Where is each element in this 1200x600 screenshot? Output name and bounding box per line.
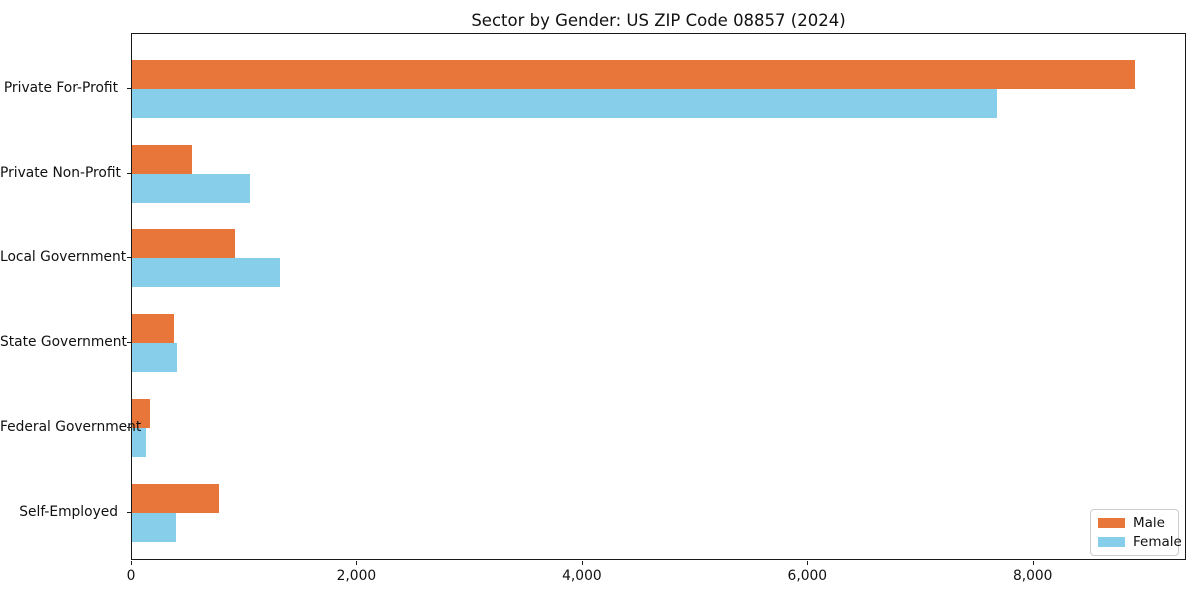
y-tick-label-private-for-profit: Private For-Profit xyxy=(3,80,118,96)
legend-label-female: Female xyxy=(1133,533,1182,550)
x-tick-mark xyxy=(131,561,132,565)
y-tick-mark xyxy=(127,426,131,428)
y-tick-label-self-employed: Self-Employed xyxy=(19,503,118,520)
bar-male-state-government xyxy=(132,314,175,344)
legend-entry-female: Female xyxy=(1098,534,1182,550)
bar-male-local-government xyxy=(132,229,235,259)
x-tick-mark xyxy=(807,561,809,565)
bar-female-private-non-profit xyxy=(132,173,251,203)
x-tick-label-4000: 4,000 xyxy=(562,568,602,584)
y-tick-label-local-government: Local Government xyxy=(0,249,127,266)
y-tick-label-federal-government: Federal Government xyxy=(0,418,142,435)
x-tick-mark xyxy=(356,561,358,565)
y-tick-mark xyxy=(127,342,131,344)
legend: Male Female xyxy=(1090,509,1182,556)
bar-female-local-government xyxy=(132,258,280,288)
y-tick-mark xyxy=(127,88,131,89)
bar-male-private-non-profit xyxy=(132,144,192,174)
x-tick-label-2000: 2,000 xyxy=(336,568,377,584)
x-tick-label-6000: 6,000 xyxy=(787,568,828,584)
plot-area xyxy=(131,33,1186,560)
bar-female-self-employed xyxy=(132,512,176,542)
chart-title: Sector by Gender: US ZIP Code 08857 (202… xyxy=(471,11,846,30)
bar-male-private-for-profit xyxy=(132,60,1136,89)
y-tick-mark xyxy=(127,511,131,513)
y-tick-mark xyxy=(127,172,131,174)
x-tick-label-0: 0 xyxy=(126,568,136,584)
y-tick-label-private-non-profit: Private Non-Profit xyxy=(0,164,121,181)
x-tick-mark xyxy=(1032,561,1034,565)
bar-female-private-for-profit xyxy=(132,89,997,118)
x-tick-label-8000: 8,000 xyxy=(1012,568,1053,584)
legend-entry-male: Male xyxy=(1098,514,1171,531)
bar-female-federal-government xyxy=(132,427,146,457)
legend-label-male: Male xyxy=(1133,514,1165,531)
y-tick-mark xyxy=(127,257,131,259)
legend-swatch-male xyxy=(1098,518,1125,528)
bar-male-federal-government xyxy=(132,398,150,428)
bar-male-self-employed xyxy=(132,483,219,513)
x-tick-mark xyxy=(581,561,583,565)
legend-swatch-female xyxy=(1098,537,1125,547)
bar-female-state-government xyxy=(132,343,178,373)
y-tick-label-state-government: State Government xyxy=(0,334,127,351)
